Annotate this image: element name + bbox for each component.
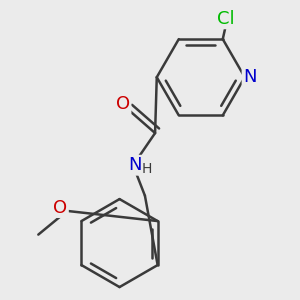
Text: N: N bbox=[243, 68, 256, 86]
Text: H: H bbox=[142, 162, 152, 176]
Text: O: O bbox=[53, 199, 68, 217]
Text: Cl: Cl bbox=[217, 10, 235, 28]
Text: O: O bbox=[116, 95, 130, 113]
Text: N: N bbox=[128, 156, 142, 174]
